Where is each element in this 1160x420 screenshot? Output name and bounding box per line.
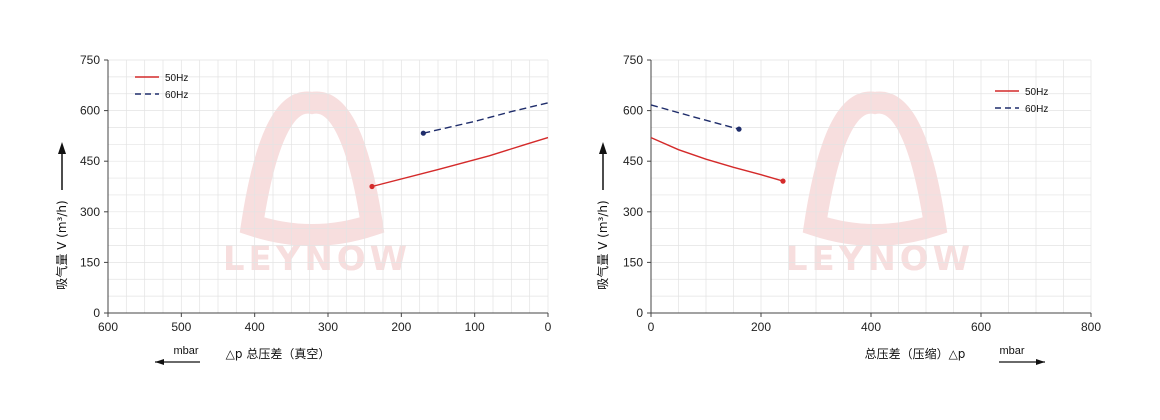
y-tick-label: 150 xyxy=(80,255,100,269)
x-tick-label: 800 xyxy=(1081,320,1101,334)
y-axis-label: 吸气量 V (m³/h) xyxy=(54,200,69,289)
x-axis-label: △p 总压差（真空） xyxy=(226,347,331,361)
brand-watermark: LEYNOW xyxy=(786,91,974,279)
y-arrowhead-icon xyxy=(599,142,607,154)
x-axis-label: 总压差（压缩）△p xyxy=(865,346,966,361)
x-tick-label: 600 xyxy=(971,320,991,334)
legend: 50Hz 60Hz xyxy=(995,87,1048,115)
series-line-50hz xyxy=(371,136,549,188)
grid xyxy=(650,59,1092,314)
x-tick-label: 200 xyxy=(751,320,771,334)
y-tick-label: 450 xyxy=(80,154,100,168)
legend-label-60hz: 60Hz xyxy=(165,90,188,101)
x-tick-label: 0 xyxy=(648,320,655,334)
series-line-60hz xyxy=(650,104,740,130)
series-endpoint-50hz xyxy=(780,178,786,184)
y-tick-label: 0 xyxy=(636,306,643,320)
x-tick-label: 200 xyxy=(391,320,411,334)
y-tick-label: 750 xyxy=(623,53,643,67)
y-tick-label: 0 xyxy=(93,306,100,320)
x-tick-label: 400 xyxy=(861,320,881,334)
legend-label-60hz: 60Hz xyxy=(1025,104,1048,115)
x-tick-label: 300 xyxy=(318,320,338,334)
x-tick-label: 600 xyxy=(98,320,118,334)
x-tick-label: 400 xyxy=(245,320,265,334)
y-tick-label: 300 xyxy=(80,205,100,219)
x-axis-unit: mbar xyxy=(999,345,1024,357)
x-tick-label: 500 xyxy=(171,320,191,334)
y-tick-label: 450 xyxy=(623,154,643,168)
y-tick-label: 750 xyxy=(80,53,100,67)
y-tick-label: 600 xyxy=(80,104,100,118)
y-tick-label: 600 xyxy=(623,104,643,118)
series-endpoint-60hz xyxy=(736,126,742,132)
y-tick-label: 150 xyxy=(623,255,643,269)
x-arrowhead-icon xyxy=(155,359,164,365)
pressure-chart: LEYNOW 0 200 400 600 800 0 150 300 450 600 750 吸气量 V… xyxy=(595,53,1101,365)
x-tick-label: 0 xyxy=(545,320,552,334)
watermark-brand-text: LEYNOW xyxy=(786,239,974,279)
series-endpoint-50hz xyxy=(369,183,375,190)
watermark-logo-icon xyxy=(802,91,948,246)
y-arrowhead-icon xyxy=(58,142,66,154)
x-tick-label: 100 xyxy=(465,320,485,334)
series-line-50hz xyxy=(650,136,784,182)
legend-label-50hz: 50Hz xyxy=(1025,87,1048,98)
legend-label-50hz: 50Hz xyxy=(165,73,188,84)
y-tick-label: 300 xyxy=(623,205,643,219)
series-endpoint-60hz xyxy=(420,130,426,136)
watermark-logo-icon xyxy=(239,91,385,246)
legend: 50Hz 60Hz xyxy=(135,73,188,101)
series-line-60hz xyxy=(423,102,549,134)
x-arrowhead-icon xyxy=(1036,359,1045,365)
y-axis-label: 吸气量 V (m³/h) xyxy=(595,200,610,289)
x-axis-unit: mbar xyxy=(173,345,198,357)
